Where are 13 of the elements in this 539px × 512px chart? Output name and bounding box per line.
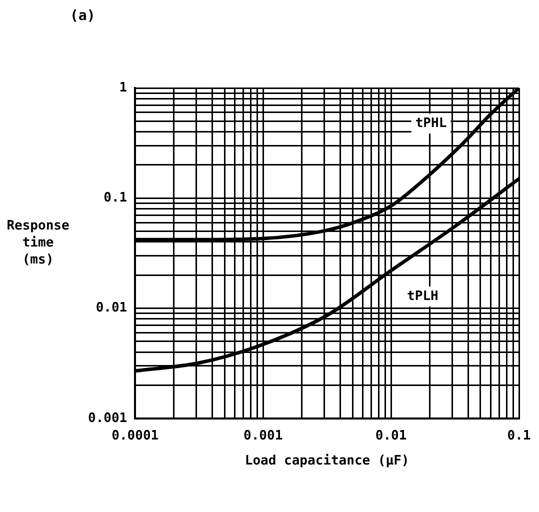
x-tick-label: 0.1 [507, 428, 531, 444]
series-label: tPHL [415, 116, 447, 131]
x-tick-label: 0.001 [244, 428, 283, 444]
series-label: tPLH [407, 288, 438, 304]
x-tick-label: 0.0001 [112, 428, 159, 444]
chart-title: (a) [70, 8, 96, 24]
y-tick-label: 0.1 [104, 190, 128, 206]
y-tick-label: 1 [119, 80, 128, 96]
y-tick-label: 0.01 [96, 300, 128, 316]
x-tick-label: 0.01 [375, 428, 407, 444]
y-tick-label: 0.001 [88, 410, 128, 426]
y-axis-title: Response time (ms) [6, 218, 70, 268]
x-axis-title: Load capacitance (μF) [244, 453, 410, 468]
